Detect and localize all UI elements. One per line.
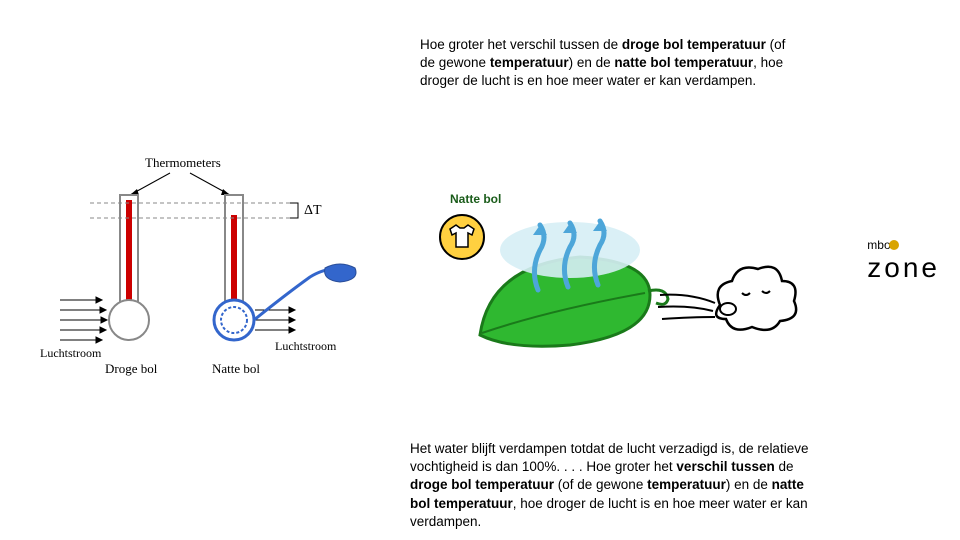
delta-t-label: ΔT	[304, 203, 322, 218]
evaporation-diagram	[420, 195, 800, 375]
logo-large-text: zone	[867, 252, 940, 283]
intro-paragraph: Hoe groter het verschil tussen de droge …	[420, 36, 800, 91]
logo-small-text: mbo	[867, 238, 890, 252]
logo-dot-icon	[889, 240, 899, 250]
conclusion-paragraph: Het water blijft verdampen totdat de luc…	[410, 440, 810, 531]
airflow-label-right: Luchtstroom	[275, 339, 337, 353]
thermometers-label: Thermometers	[145, 155, 221, 170]
brand-logo: mbo zone	[867, 238, 940, 284]
airflow-label-left: Luchtstroom	[40, 346, 102, 360]
droge-bol-label: Droge bol	[105, 361, 158, 376]
thermometer-diagram: Thermometers ΔT Luchtstroom Luchtstroom …	[30, 155, 360, 385]
natte-bol-label: Natte bol	[212, 361, 260, 376]
